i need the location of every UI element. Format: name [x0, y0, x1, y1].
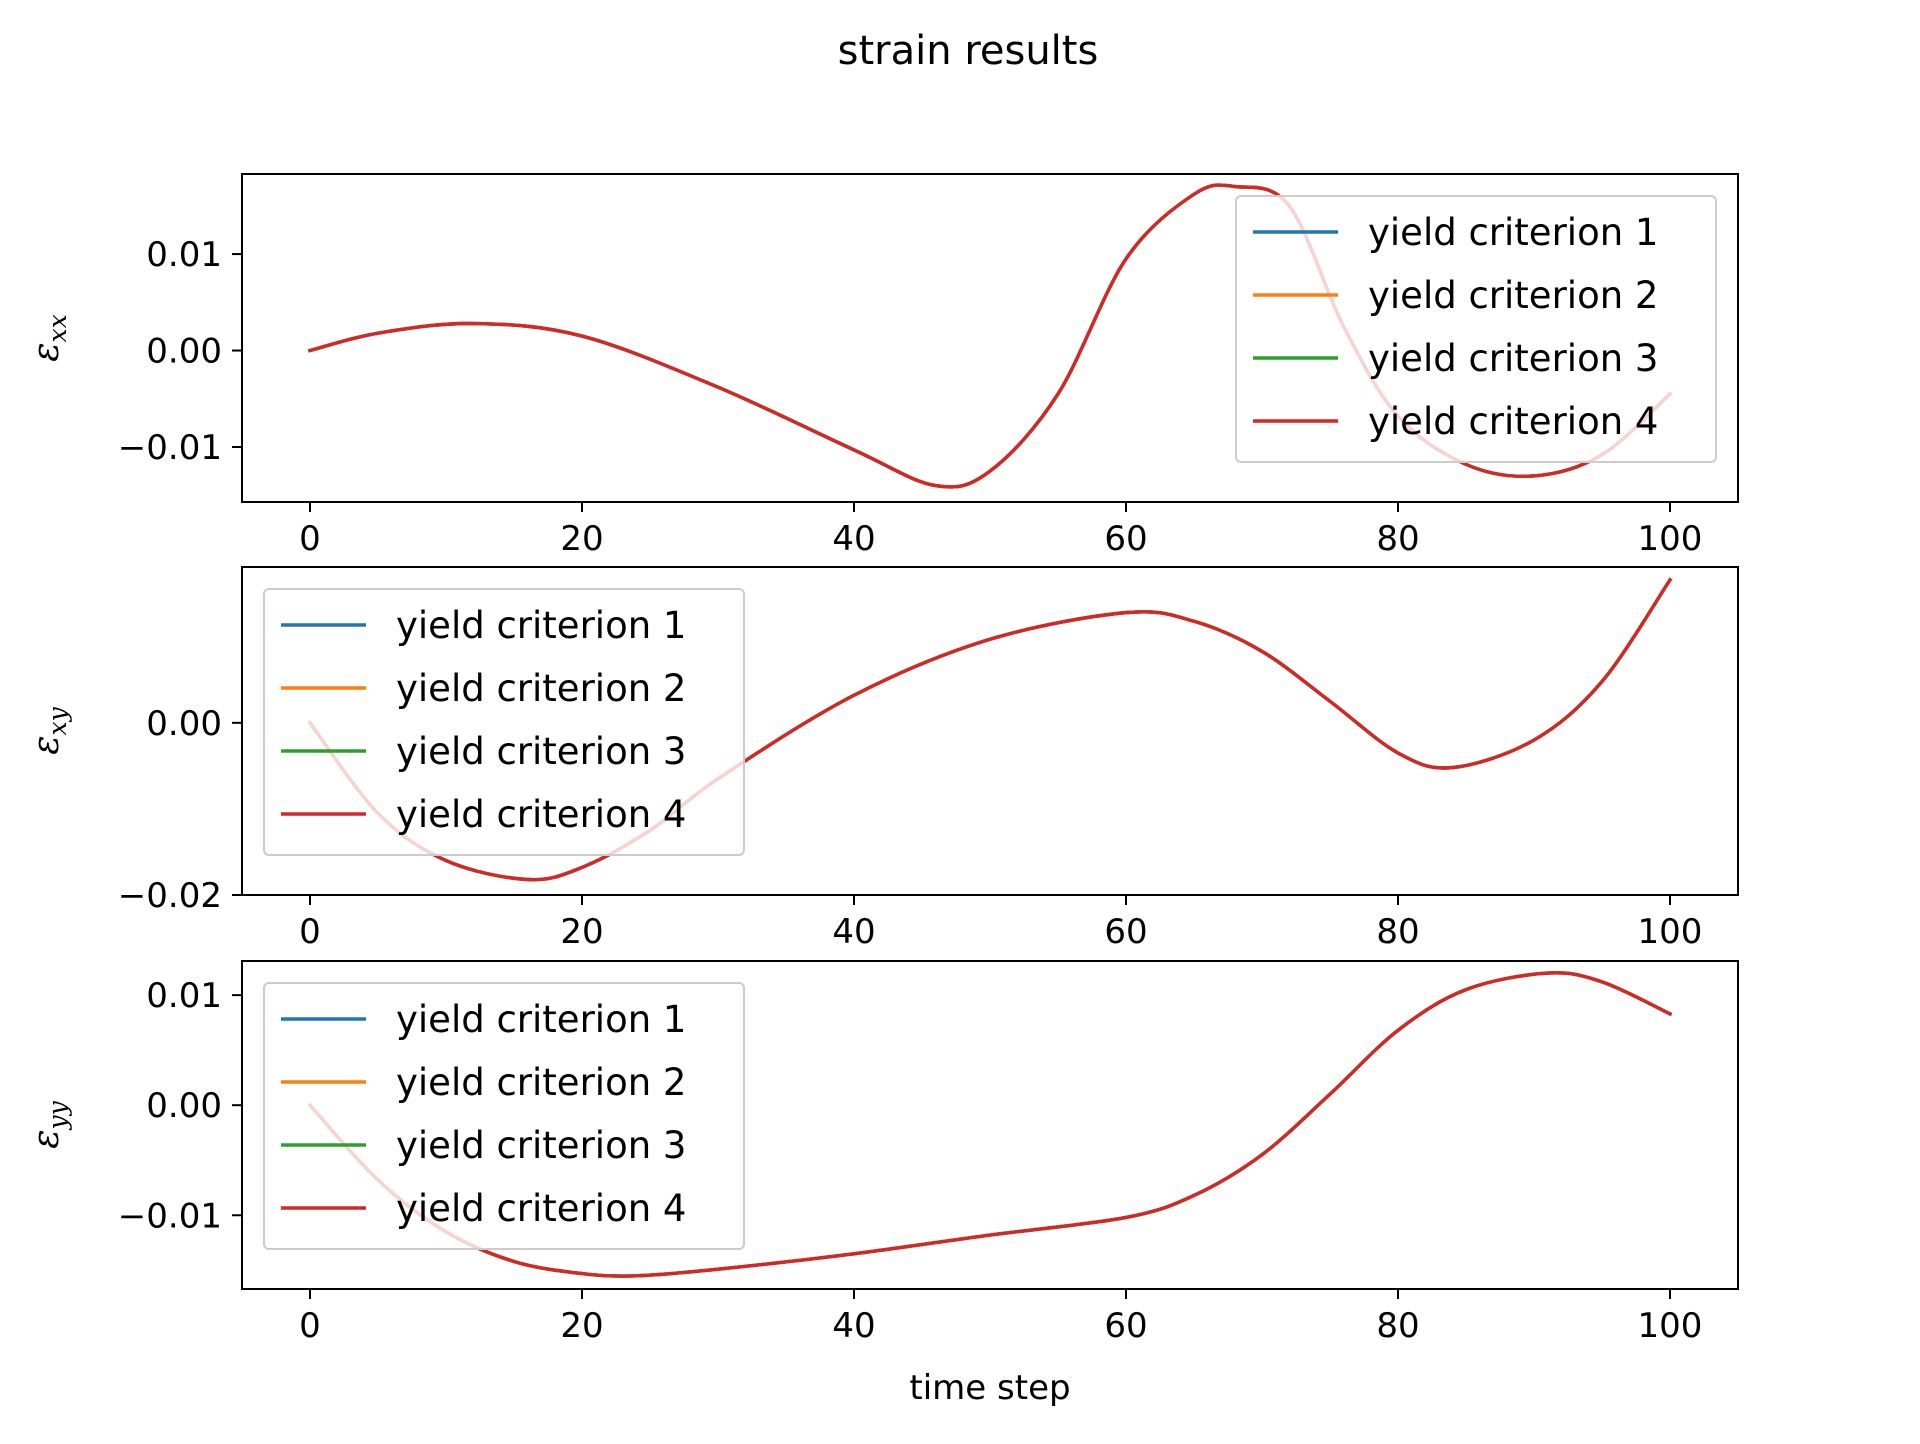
series-line-4 [307, 971, 1673, 1278]
x-tick-label: 40 [832, 1306, 875, 1346]
y-axis-label-symbol: ε [26, 735, 67, 754]
legend-frame [263, 588, 745, 856]
legend-label-2: yield criterion 2 [1368, 274, 1658, 317]
x-tick-label: 20 [560, 519, 603, 559]
subplot-3: 0 20 40 60 80 100 0.01 0.00 −0.01 εyy time step yie… [26, 960, 1739, 1408]
x-tick-label: 0 [299, 1306, 321, 1346]
subplot-1: 0 20 40 60 80 100 0.01 0.00 −0.01 εxx yield criter… [26, 173, 1739, 559]
x-tick-label: 100 [1638, 1306, 1703, 1346]
x-tick-label: 60 [1104, 1306, 1147, 1346]
legend-frame [1235, 195, 1717, 463]
series-line-4 [307, 577, 1673, 882]
legend-label-1: yield criterion 1 [396, 998, 686, 1041]
legend: yield criterion 1 yield criterion 2 yield … [1235, 195, 1717, 463]
subplot-2: 0 20 40 60 80 100 0.00 −0.02 εxy yield criterion … [26, 566, 1739, 952]
y-axis-label-subscript: xx [43, 314, 72, 342]
legend-label-2: yield criterion 2 [396, 1061, 686, 1104]
legend-label-4: yield criterion 4 [1368, 400, 1658, 443]
figure-title: strain results [838, 28, 1099, 74]
x-tick-label: 0 [299, 519, 321, 559]
legend-frame [263, 982, 745, 1250]
y-axis-label-symbol: ε [26, 342, 67, 361]
x-tick-label: 40 [832, 912, 875, 952]
y-tick-label: 0.00 [146, 332, 222, 372]
y-axis-label: εxy [26, 706, 72, 754]
x-tick-label: 80 [1376, 519, 1419, 559]
legend-label-1: yield criterion 1 [1368, 211, 1658, 254]
legend-label-3: yield criterion 3 [396, 1124, 686, 1167]
y-tick-label: 0.00 [146, 1086, 222, 1126]
y-axis-label-symbol: ε [26, 1129, 67, 1148]
series-lines [307, 577, 1673, 882]
y-tick-label: −0.01 [118, 1196, 222, 1236]
y-axis-label: εyy [26, 1100, 72, 1148]
y-axis-label: εxx [26, 314, 72, 362]
x-tick-label: 40 [832, 519, 875, 559]
axes-frame [241, 173, 1739, 503]
y-axis-label-subscript: yy [43, 1100, 72, 1130]
y-tick-label: −0.01 [118, 428, 222, 468]
x-tick-label: 20 [560, 912, 603, 952]
x-tick-label: 60 [1104, 912, 1147, 952]
series-lines [307, 971, 1673, 1278]
x-tick-label: 0 [299, 912, 321, 952]
legend-label-4: yield criterion 4 [396, 1187, 686, 1230]
x-tick-label: 100 [1638, 912, 1703, 952]
legend-label-3: yield criterion 3 [396, 730, 686, 773]
y-tick-label: −0.02 [118, 876, 222, 916]
legend-label-3: yield criterion 3 [1368, 337, 1658, 380]
legend: yield criterion 1 yield criterion 2 yield … [263, 588, 745, 856]
x-tick-label: 20 [560, 1306, 603, 1346]
legend: yield criterion 1 yield criterion 2 yield … [263, 982, 745, 1250]
x-tick-label: 60 [1104, 519, 1147, 559]
x-tick-label: 80 [1376, 912, 1419, 952]
legend-label-2: yield criterion 2 [396, 667, 686, 710]
legend-label-1: yield criterion 1 [396, 604, 686, 647]
y-tick-label: 0.01 [146, 235, 222, 275]
y-tick-label: 0.01 [146, 976, 222, 1016]
axes-frame [241, 960, 1739, 1290]
x-tick-label: 80 [1376, 1306, 1419, 1346]
y-tick-label: 0.00 [146, 704, 222, 744]
axes-frame [241, 566, 1739, 896]
x-axis-label: time step [909, 1368, 1070, 1408]
y-axis-label-subscript: xy [43, 706, 72, 735]
x-tick-label: 100 [1638, 519, 1703, 559]
legend-label-4: yield criterion 4 [396, 793, 686, 836]
